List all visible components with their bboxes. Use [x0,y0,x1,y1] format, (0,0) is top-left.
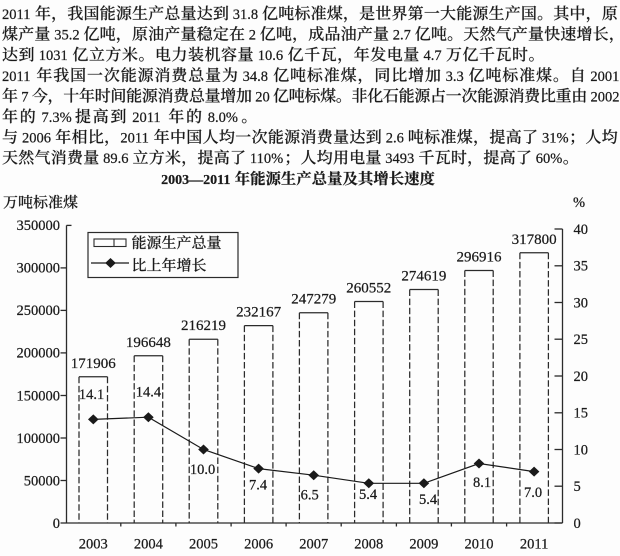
svg-text:34.8: 34.8 [243,69,268,85]
svg-text:300000: 300000 [17,261,61,277]
svg-text:2011: 2011 [120,131,148,147]
svg-text:35: 35 [574,259,589,275]
svg-text:2003—2011: 2003—2011 [161,173,230,188]
svg-text:274619: 274619 [401,269,446,285]
svg-text:7.0: 7.0 [524,485,542,501]
svg-text:260552: 260552 [346,281,391,297]
svg-text:2006: 2006 [22,131,51,147]
svg-text:2011: 2011 [2,7,30,23]
svg-text:2006: 2006 [244,537,273,553]
svg-text:0: 0 [574,516,581,532]
svg-text:50000: 50000 [24,473,60,489]
svg-text:6.5: 6.5 [301,488,319,504]
svg-text:2002: 2002 [591,89,620,105]
svg-text:%: % [573,195,585,211]
svg-text:2007: 2007 [299,537,328,553]
svg-text:171906: 171906 [71,356,117,372]
svg-text:200000: 200000 [17,346,61,362]
svg-text:296916: 296916 [457,250,503,266]
svg-text:216219: 216219 [181,318,226,334]
svg-text:2010: 2010 [465,537,494,553]
svg-text:8.0%: 8.0% [208,110,238,126]
svg-text:4.7: 4.7 [424,48,442,64]
svg-text:2009: 2009 [409,537,438,553]
svg-text:196648: 196648 [126,335,171,351]
svg-text:2005: 2005 [189,537,218,553]
svg-text:7.3%: 7.3% [42,110,72,126]
svg-text:20: 20 [574,369,589,385]
svg-text:2008: 2008 [354,537,383,553]
svg-text:10: 10 [574,442,589,458]
svg-text:2: 2 [249,28,256,44]
svg-text:2003: 2003 [79,537,108,553]
svg-text:247279: 247279 [291,292,336,308]
svg-text:2011: 2011 [132,110,160,126]
svg-text:31%: 31% [542,131,569,147]
svg-text:7.4: 7.4 [249,477,268,493]
svg-text:60%: 60% [536,151,563,167]
svg-text:5: 5 [574,479,581,495]
svg-text:40: 40 [574,222,589,238]
svg-text:150000: 150000 [17,388,61,404]
svg-text:2011: 2011 [2,69,30,85]
svg-text:5.4: 5.4 [359,487,378,503]
svg-text:31.8: 31.8 [233,7,258,23]
svg-text:8.1: 8.1 [473,475,491,491]
svg-text:14.1: 14.1 [79,387,104,403]
svg-text:7: 7 [21,89,28,105]
svg-text:20: 20 [255,89,270,105]
svg-text:3.3: 3.3 [446,69,464,85]
svg-text:232167: 232167 [236,305,282,321]
svg-text:2011: 2011 [520,537,548,553]
svg-text:5.4: 5.4 [419,492,438,508]
svg-text:2001: 2001 [590,69,619,85]
svg-text:317800: 317800 [512,232,557,248]
svg-text:3493: 3493 [385,151,414,167]
svg-text:2.6: 2.6 [386,131,404,147]
svg-text:25: 25 [574,332,589,348]
svg-text:100000: 100000 [17,431,61,447]
svg-text:30: 30 [574,295,589,311]
svg-text:14.4: 14.4 [136,384,162,400]
svg-text:2.7: 2.7 [393,28,411,44]
svg-text:350000: 350000 [17,218,61,234]
svg-text:10.0: 10.0 [190,462,215,478]
svg-text:1031: 1031 [39,48,68,64]
svg-text:2004: 2004 [134,537,164,553]
svg-text:15: 15 [574,406,589,422]
svg-text:0: 0 [53,516,60,532]
svg-text:10.6: 10.6 [258,48,283,64]
svg-text:110%: 110% [250,151,283,167]
svg-text:250000: 250000 [17,303,61,319]
svg-text:35.2: 35.2 [54,28,79,44]
svg-text:89.6: 89.6 [103,151,128,167]
